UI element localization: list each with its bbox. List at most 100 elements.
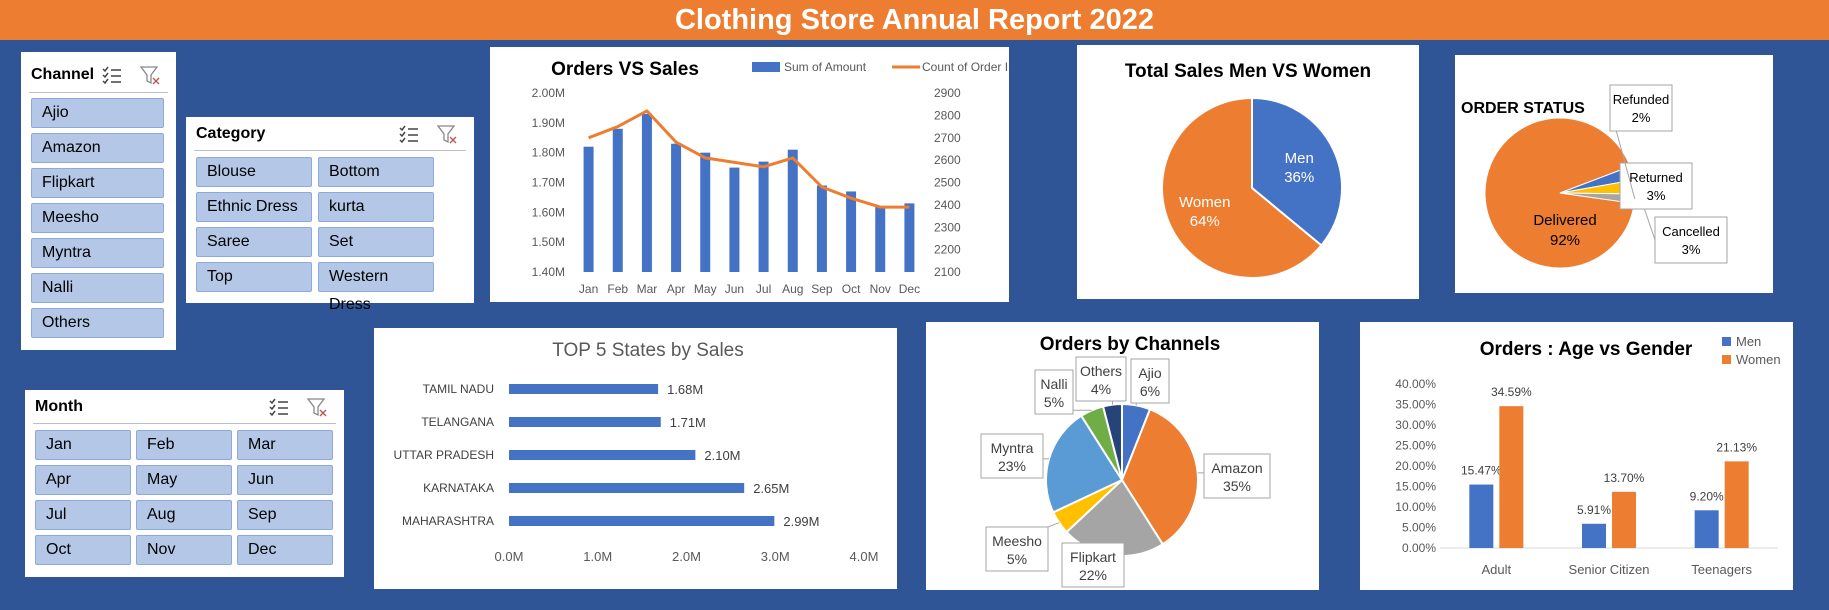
- order-status-chart: ORDER STATUS Delivered 92% Cancelled 3% Retur…: [1461, 84, 1728, 269]
- y-tick-label: 20.00%: [1395, 459, 1436, 473]
- slice-label: Meesho: [992, 533, 1042, 549]
- multi-select-icon[interactable]: [268, 396, 290, 418]
- bar-sum-of-amount: [612, 128, 623, 272]
- clear-filter-icon[interactable]: [139, 64, 161, 86]
- x-tick-label: May: [694, 282, 717, 296]
- callout-box: [1061, 542, 1125, 588]
- chart-title: TOP 5 States by Sales: [552, 340, 744, 361]
- x-tick-label: Sep: [811, 282, 833, 296]
- slicer-item-may[interactable]: May: [136, 465, 232, 495]
- report-title: Clothing Store Annual Report 2022: [0, 0, 1829, 40]
- slicer-item-jul[interactable]: Jul: [35, 500, 131, 530]
- slicer-divider: [194, 150, 466, 151]
- y-tick-label: MAHARASHTRA: [402, 514, 494, 528]
- slice-value: 3%: [1682, 242, 1701, 257]
- slicer-item-apr[interactable]: Apr: [35, 465, 131, 495]
- slice-value: 36%: [1284, 169, 1314, 186]
- x-tick-label: Jun: [725, 282, 744, 296]
- slicer-item-set[interactable]: Set: [318, 227, 434, 257]
- slicer-item-amazon[interactable]: Amazon: [31, 133, 164, 163]
- slicer-item-mar[interactable]: Mar: [237, 430, 333, 460]
- slicer-item-top[interactable]: Top: [196, 262, 312, 292]
- slice-label: Amazon: [1211, 460, 1262, 476]
- y-tick-right: 2100: [934, 265, 961, 279]
- slicer-item-nalli[interactable]: Nalli: [31, 273, 164, 303]
- orders-vs-sales-panel: Orders VS Sales Sum of Amount Count of Ord…: [490, 47, 1017, 302]
- x-tick-label: Teenagers: [1691, 562, 1752, 577]
- slicer-item-bottom[interactable]: Bottom: [318, 157, 434, 187]
- slicer-item-western-dress[interactable]: Western Dress: [318, 262, 434, 313]
- x-tick-label: 1.0M: [583, 549, 612, 564]
- multi-select-icon[interactable]: [101, 64, 123, 86]
- data-label: 2.10M: [704, 448, 740, 463]
- slicer-item-kurta[interactable]: kurta: [318, 192, 434, 222]
- clear-filter-icon[interactable]: [306, 396, 328, 418]
- pie-slice-delivered: [1484, 117, 1635, 269]
- y-tick-label: TELANGANA: [421, 415, 494, 429]
- chart-title: ORDER STATUS: [1461, 100, 1585, 117]
- data-label: 2.65M: [753, 481, 789, 496]
- slicer-item-others[interactable]: Others: [31, 308, 164, 338]
- callout-box: [980, 433, 1044, 479]
- bar-sum-of-amount: [641, 113, 652, 272]
- y-tick-label: UTTAR PRADESH: [394, 448, 494, 462]
- slicer-item-myntra[interactable]: Myntra: [31, 238, 164, 268]
- y-tick-right: 2300: [934, 220, 961, 234]
- callout-box: [1654, 216, 1728, 264]
- legend-swatch-men: [1722, 337, 1731, 346]
- slicer-item-dec[interactable]: Dec: [237, 535, 333, 565]
- data-label: 9.20%: [1690, 489, 1724, 503]
- slice-label: Myntra: [991, 440, 1034, 456]
- callout-leader: [1047, 522, 1060, 528]
- slicer-item-meesho[interactable]: Meesho: [31, 203, 164, 233]
- bar-sum-of-amount: [787, 149, 798, 272]
- sales-men-women-panel: Total Sales Men VS Women Men 36% Women 64%: [1077, 45, 1419, 299]
- slicer-item-oct[interactable]: Oct: [35, 535, 131, 565]
- slice-value: 3%: [1647, 188, 1666, 203]
- data-label: 34.59%: [1491, 385, 1532, 399]
- data-label: 2.99M: [783, 514, 819, 529]
- y-tick-right: 2200: [934, 243, 961, 257]
- slicer-item-blouse[interactable]: Blouse: [196, 157, 312, 187]
- legend-label-count-of-order-id: Count of Order ID: [922, 60, 1009, 74]
- slice-label: Delivered: [1533, 212, 1596, 229]
- bar-state-sales: [509, 483, 745, 493]
- y-tick-left: 1.40M: [532, 265, 565, 279]
- y-tick-label: TAMIL NADU: [423, 382, 494, 396]
- chart-title: Orders VS Sales: [551, 59, 699, 80]
- bar-sum-of-amount: [904, 203, 915, 272]
- x-tick-label: Feb: [607, 282, 628, 296]
- y-tick-label: 15.00%: [1395, 480, 1436, 494]
- slice-value: 92%: [1550, 232, 1580, 249]
- slicer-item-jun[interactable]: Jun: [237, 465, 333, 495]
- legend-swatch-women: [1722, 355, 1731, 364]
- slicer-item-ethnic-dress[interactable]: Ethnic Dress: [196, 192, 312, 222]
- bar-sum-of-amount: [583, 146, 594, 272]
- bar-sum-of-amount: [671, 143, 682, 272]
- multi-select-icon[interactable]: [398, 123, 420, 145]
- x-tick-label: 0.0M: [495, 549, 524, 564]
- slicer-item-jan[interactable]: Jan: [35, 430, 131, 460]
- slicer-item-sep[interactable]: Sep: [237, 500, 333, 530]
- slice-label: Ajio: [1138, 365, 1162, 381]
- bar-women: [1724, 461, 1749, 548]
- slice-label: Returned: [1629, 170, 1682, 185]
- clear-filter-icon[interactable]: [436, 123, 458, 145]
- month-slicer: Month Jan Feb Mar Apr May Jun Jul Aug Sep Oct Nov D…: [25, 390, 344, 577]
- slicer-item-aug[interactable]: Aug: [136, 500, 232, 530]
- slicer-item-feb[interactable]: Feb: [136, 430, 232, 460]
- x-tick-label: 4.0M: [850, 549, 879, 564]
- top5-states-chart: TOP 5 States by Sales TAMIL NADU 1.68M TELA…: [394, 340, 879, 564]
- chart-title: Orders by Channels: [1040, 334, 1221, 355]
- age-vs-gender-chart: Orders : Age vs Gender Men Women 0.00% 5.00%…: [1395, 334, 1780, 577]
- x-tick-label: 3.0M: [761, 549, 790, 564]
- x-tick-label: Aug: [782, 282, 803, 296]
- bar-state-sales: [509, 450, 696, 460]
- slicer-item-saree[interactable]: Saree: [196, 227, 312, 257]
- y-tick-right: 2800: [934, 108, 961, 122]
- slicer-item-flipkart[interactable]: Flipkart: [31, 168, 164, 198]
- y-tick-label: 30.00%: [1395, 418, 1436, 432]
- slicer-item-nov[interactable]: Nov: [136, 535, 232, 565]
- order-status-panel: ORDER STATUS Delivered 92% Cancelled 3% Retur…: [1455, 55, 1773, 293]
- slicer-item-ajio[interactable]: Ajio: [31, 98, 164, 128]
